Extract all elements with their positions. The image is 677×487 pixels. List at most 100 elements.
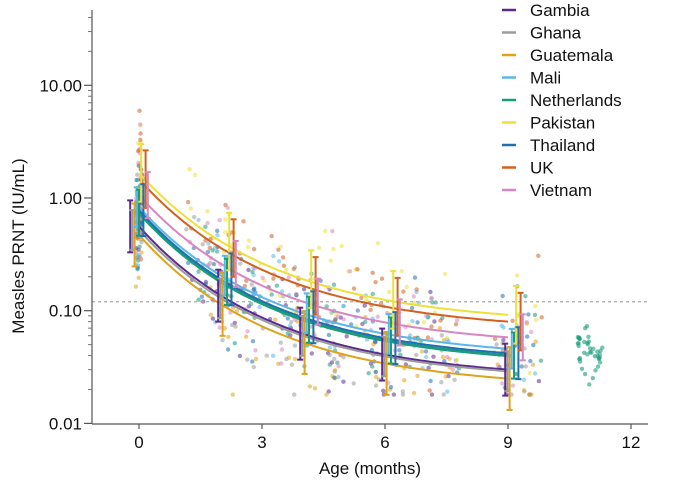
data-point xyxy=(400,389,405,394)
data-point xyxy=(245,357,250,362)
data-point xyxy=(536,253,541,258)
data-point xyxy=(289,319,294,325)
data-point xyxy=(419,349,425,354)
data-point xyxy=(494,342,499,347)
data-point xyxy=(429,324,434,329)
data-point xyxy=(351,286,357,291)
data-point xyxy=(533,339,538,344)
data-point xyxy=(531,342,536,348)
data-point xyxy=(335,314,341,319)
data-point xyxy=(523,294,528,299)
data-point xyxy=(412,275,418,280)
x-tick-label: 9 xyxy=(503,433,512,452)
data-point xyxy=(215,232,220,238)
legend-item-pakistan: Pakistan xyxy=(502,114,595,133)
data-point xyxy=(331,282,337,287)
error-bar-vietnam xyxy=(519,313,526,362)
data-point xyxy=(454,318,460,323)
data-point xyxy=(400,392,406,397)
data-point xyxy=(366,371,371,376)
data-point xyxy=(286,355,292,360)
y-tick-label: 10.00 xyxy=(39,76,82,95)
data-point xyxy=(450,367,456,372)
data-point xyxy=(441,392,446,397)
fit-curves xyxy=(137,172,509,380)
data-point xyxy=(205,249,211,255)
data-point xyxy=(292,343,298,348)
data-point xyxy=(437,326,443,331)
data-point xyxy=(188,206,193,211)
legend-item-ghana: Ghana xyxy=(502,24,582,43)
data-point xyxy=(133,284,139,289)
data-point xyxy=(245,244,251,250)
x-tick-label: 6 xyxy=(380,433,389,452)
legend-label: Netherlands xyxy=(530,91,622,110)
data-point xyxy=(386,289,392,295)
data-point xyxy=(253,348,258,353)
data-point xyxy=(330,229,335,234)
data-point xyxy=(192,214,197,220)
legend-label: Gambia xyxy=(530,1,590,20)
data-point xyxy=(501,325,506,330)
data-point xyxy=(539,315,544,320)
data-point xyxy=(595,353,600,359)
data-point xyxy=(533,317,539,322)
data-point xyxy=(586,339,592,344)
data-point xyxy=(401,289,406,294)
data-point xyxy=(402,378,407,383)
data-point xyxy=(225,347,231,352)
data-point xyxy=(500,293,505,299)
legend-item-netherlands: Netherlands xyxy=(502,91,622,110)
data-point xyxy=(576,341,581,346)
data-point xyxy=(271,253,276,259)
data-point xyxy=(138,137,143,142)
legend-item-thailand: Thailand xyxy=(502,136,595,155)
data-point xyxy=(203,224,208,229)
data-point xyxy=(287,323,293,328)
data-point xyxy=(250,269,255,275)
data-point xyxy=(577,356,582,362)
data-point xyxy=(139,250,144,255)
data-point xyxy=(368,307,373,313)
data-point xyxy=(439,380,444,385)
data-point xyxy=(442,359,447,364)
data-point xyxy=(582,371,588,377)
data-point xyxy=(582,339,587,345)
data-point xyxy=(341,303,346,309)
y-axis-label: Measles PRNT (IU/mL) xyxy=(9,158,28,333)
data-point xyxy=(433,300,438,305)
data-point xyxy=(322,228,328,234)
data-point xyxy=(230,392,235,397)
data-point xyxy=(373,279,378,285)
data-point xyxy=(527,370,532,375)
data-point xyxy=(291,266,296,272)
data-point xyxy=(521,388,527,393)
data-point xyxy=(211,262,217,267)
data-point xyxy=(269,233,274,239)
data-point xyxy=(404,284,410,290)
x-tick-label: 12 xyxy=(622,433,641,452)
error-bar-vietnam xyxy=(144,171,151,220)
data-point xyxy=(492,336,498,341)
data-point xyxy=(538,358,544,363)
data-point xyxy=(332,375,337,380)
data-point xyxy=(250,359,255,364)
data-point xyxy=(426,365,431,371)
data-point xyxy=(590,375,595,381)
data-point xyxy=(253,356,259,362)
data-point xyxy=(326,332,332,338)
data-point xyxy=(217,218,222,223)
data-point xyxy=(260,275,265,280)
data-point xyxy=(591,346,596,351)
data-point xyxy=(597,360,603,365)
data-point xyxy=(138,122,143,127)
data-point xyxy=(430,300,435,305)
data-point xyxy=(335,360,340,365)
legend-label: Thailand xyxy=(530,136,595,155)
data-point xyxy=(495,362,500,367)
data-point xyxy=(373,374,379,380)
legend-label: Mali xyxy=(530,69,561,88)
data-point xyxy=(276,247,281,252)
data-point xyxy=(243,334,249,339)
data-point xyxy=(398,352,403,357)
